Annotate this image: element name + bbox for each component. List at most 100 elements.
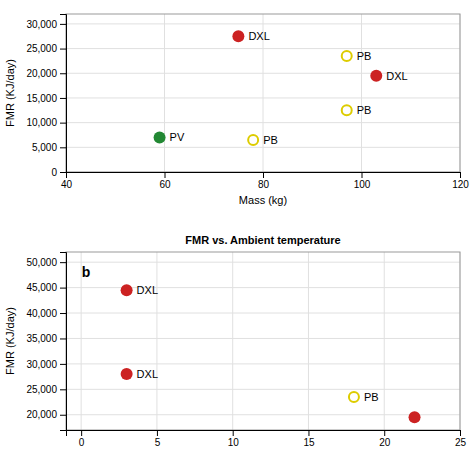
tick-label: 10	[228, 437, 240, 448]
grid	[66, 14, 460, 172]
grid-line	[66, 48, 460, 49]
tick-mark	[60, 123, 66, 124]
point-labels: DXLDXLPBPBPBPV	[170, 30, 408, 146]
axis-line	[67, 173, 461, 179]
tick: 120	[452, 172, 469, 190]
axis-line	[67, 431, 461, 437]
title: FMR vs. Ambient temperature	[185, 234, 340, 246]
tick: 5,000	[32, 142, 66, 153]
tick: 10	[228, 430, 240, 448]
tick-label: 10,000	[26, 117, 57, 128]
tick: 80	[258, 172, 270, 190]
point	[121, 284, 133, 296]
tick-mark	[460, 172, 461, 178]
grid-line	[66, 389, 460, 390]
tick-mark	[384, 430, 385, 436]
tick-mark	[60, 389, 66, 390]
tick: 20	[379, 430, 391, 448]
tick-label: 15	[303, 437, 315, 448]
tick-mark	[60, 172, 66, 173]
grid-line	[66, 414, 460, 415]
tick-label: 120	[452, 179, 469, 190]
x-axis-title: Mass (kg)	[239, 194, 287, 206]
tick-mark	[165, 172, 166, 178]
point-label: PB	[357, 50, 372, 62]
tick-label: 45,000	[26, 282, 57, 293]
tick-label: 40,000	[26, 308, 57, 319]
tick-mark	[308, 430, 309, 436]
tick: 30,000	[26, 19, 66, 30]
tick-label: 50,000	[26, 257, 57, 268]
tick: 40	[61, 172, 73, 190]
tick-label: 5,000	[32, 142, 57, 153]
tick: 15	[303, 430, 315, 448]
tick: 35,000	[26, 333, 66, 344]
point-label: DXL	[248, 30, 269, 42]
x-axis: 40 60 80 100 120	[61, 172, 469, 190]
grid-line	[66, 338, 460, 339]
grid-line	[66, 363, 460, 364]
tick-mark	[60, 49, 66, 50]
tick: 60	[159, 172, 171, 190]
tick-label: 20	[379, 437, 391, 448]
tick: 100	[354, 172, 371, 190]
tick-label: 80	[258, 179, 270, 190]
point	[232, 30, 244, 42]
tick: 15,000	[26, 93, 66, 104]
tick: 45,000	[26, 282, 66, 293]
plot-frame	[66, 252, 460, 430]
tick-label: 30,000	[26, 359, 57, 370]
point-label: PB	[364, 391, 379, 403]
tick: 25,000	[26, 43, 66, 54]
tick: 25	[455, 430, 467, 448]
grid-line	[384, 252, 385, 430]
point	[409, 411, 421, 423]
annotation: b	[82, 264, 91, 280]
tick-mark	[60, 415, 66, 416]
tick: 0	[79, 430, 85, 448]
point-label: PB	[357, 104, 372, 116]
point-label: DXL	[137, 284, 158, 296]
y-axis-title: FMR (KJ/day)	[4, 59, 16, 127]
tick-mark	[362, 172, 363, 178]
grid-line	[66, 122, 460, 123]
tick-label: 0	[51, 167, 57, 178]
tick-label: 100	[354, 179, 371, 190]
tick: 10,000	[26, 117, 66, 128]
point-label: DXL	[386, 70, 407, 82]
grid-line	[308, 252, 309, 430]
tick: 20,000	[26, 409, 66, 420]
grid-line	[66, 262, 460, 263]
tick-label: 25	[455, 437, 467, 448]
point	[342, 51, 352, 61]
tick: 40,000	[26, 308, 66, 319]
point-label: PB	[263, 134, 278, 146]
tick-label: 60	[159, 179, 171, 190]
grid-line	[66, 23, 460, 24]
point-labels: DXL DXL PB	[137, 284, 379, 403]
plot-frame	[66, 14, 460, 172]
x-axis: 0 5 10 15 20 25	[67, 430, 467, 448]
tick: 5	[155, 430, 161, 448]
tick-mark	[60, 24, 66, 25]
point-label: DXL	[137, 368, 158, 380]
tick-label: 0	[79, 437, 85, 448]
tick-label: 20,000	[26, 409, 57, 420]
chart: 40608010012005,00010,00015,00020,00025,0…	[0, 0, 474, 474]
point	[370, 70, 382, 82]
tick: 25,000	[26, 384, 66, 395]
tick-mark	[81, 430, 82, 436]
tick-label: 25,000	[26, 384, 57, 395]
tick-label: 35,000	[26, 333, 57, 344]
tick-mark	[60, 147, 66, 148]
grid	[66, 252, 460, 430]
tick-mark	[60, 98, 66, 99]
point	[248, 135, 258, 145]
point	[154, 131, 166, 143]
point	[121, 368, 133, 380]
tick-mark	[60, 313, 66, 314]
tick-mark	[60, 73, 66, 74]
tick-mark	[263, 172, 264, 178]
tick: 0	[51, 167, 66, 178]
tick: 30,000	[26, 359, 66, 370]
